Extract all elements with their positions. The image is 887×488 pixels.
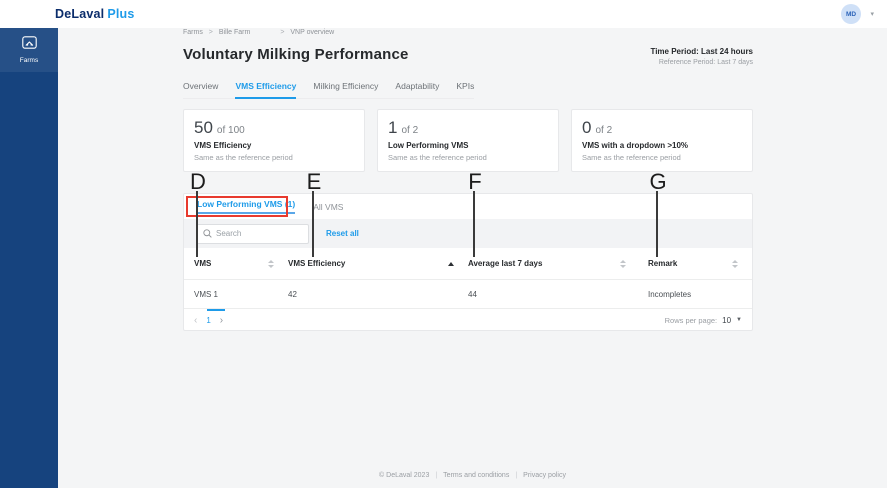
tab-adaptability[interactable]: Adaptability: [395, 81, 440, 91]
table-filter-bar: Reset all: [184, 219, 752, 248]
logo-text-secondary: Plus: [107, 7, 135, 21]
stat-value: 50: [194, 118, 213, 137]
stat-of: of 2: [595, 125, 613, 136]
annotation-line-d: [196, 191, 198, 257]
table-tab-all-vms[interactable]: All VMS: [313, 201, 344, 212]
breadcrumb-vnp-overview[interactable]: VNP overview: [290, 29, 335, 36]
column-header-vms[interactable]: VMS: [194, 259, 288, 268]
stat-value: 0: [582, 118, 592, 137]
period-info: Time Period: Last 24 hours Reference Per…: [553, 47, 753, 66]
column-header-vms-efficiency[interactable]: VMS Efficiency: [288, 259, 468, 268]
footer-divider: |: [515, 472, 518, 479]
page-tabs: Overview VMS Efficiency Milking Efficien…: [183, 81, 475, 99]
rows-per-page: Rows per page: 10 ▼: [665, 316, 742, 325]
page-number-1[interactable]: 1: [206, 315, 211, 325]
privacy-policy-link[interactable]: Privacy policy: [523, 472, 566, 479]
annotation-line-g: [656, 191, 658, 257]
avatar[interactable]: MD: [841, 4, 861, 24]
active-page-indicator: [207, 309, 225, 311]
annotation-letter-d: D: [190, 169, 206, 194]
next-page-button[interactable]: ›: [219, 314, 224, 326]
annotation-letter-f: F: [468, 169, 482, 194]
reset-all-link[interactable]: Reset all: [326, 229, 359, 238]
sort-icon[interactable]: [268, 259, 274, 268]
search-box[interactable]: [196, 223, 309, 244]
sort-ascending-icon[interactable]: [448, 261, 454, 266]
search-input[interactable]: [216, 229, 302, 238]
column-header-remark[interactable]: Remark: [648, 259, 752, 268]
delaval-plus-logo: DeLaval Plus: [55, 7, 135, 21]
stat-label: Low Performing VMS: [388, 141, 469, 150]
stat-subtext: Same as the reference period: [194, 153, 293, 162]
sidebar-item-farms[interactable]: Farms: [0, 28, 58, 72]
page-title: Voluntary Milking Performance: [183, 46, 409, 63]
column-header-average-last-7-days[interactable]: Average last 7 days: [468, 259, 648, 268]
stat-cards: 50 of 100 VMS Efficiency Same as the ref…: [183, 109, 753, 172]
farm-icon: [21, 36, 37, 54]
table-tab-low-performing-vms[interactable]: Low Performing VMS (1): [197, 199, 296, 214]
stat-card-vms-dropdown: 0 of 2 VMS with a dropdown >10% Same as …: [571, 109, 753, 172]
table-header-row: VMS VMS Efficiency Average last 7 days R…: [184, 248, 752, 280]
footer: © DeLaval 2023 | Terms and conditions | Priv…: [58, 472, 887, 479]
tab-overview[interactable]: Overview: [183, 81, 219, 91]
sort-icon[interactable]: [620, 259, 626, 268]
stat-of: of 100: [216, 125, 245, 136]
cell-remark: Incompletes: [648, 289, 692, 299]
reference-period-label: Reference Period: Last 7 days: [658, 59, 753, 66]
tab-kpis[interactable]: KPIs: [456, 81, 475, 91]
top-bar: DeLaval Plus MD ▾: [0, 0, 887, 28]
column-label: VMS: [194, 259, 212, 268]
stat-card-vms-efficiency: 50 of 100 VMS Efficiency Same as the ref…: [183, 109, 365, 172]
annotation-line-e: [312, 191, 314, 257]
stat-label: VMS Efficiency: [194, 141, 252, 150]
chevron-down-icon[interactable]: ▼: [736, 317, 742, 323]
terms-and-conditions-link[interactable]: Terms and conditions: [443, 472, 510, 479]
annotation-letter-g: G: [649, 169, 667, 194]
sort-icon[interactable]: [732, 259, 738, 268]
chevron-down-icon[interactable]: ▾: [870, 11, 874, 18]
copyright-text: © DeLaval 2023: [379, 472, 430, 479]
column-label: VMS Efficiency: [288, 259, 346, 268]
breadcrumb-bille-farm[interactable]: Bille Farm: [218, 29, 251, 36]
vms-table-card: Low Performing VMS (1) All VMS Reset all…: [183, 193, 753, 331]
stat-subtext: Same as the reference period: [582, 153, 681, 162]
search-icon: [203, 225, 212, 243]
previous-page-button[interactable]: ‹: [194, 314, 198, 326]
cell-vms: VMS 1: [194, 289, 219, 299]
tab-vms-efficiency[interactable]: VMS Efficiency: [235, 81, 297, 99]
stat-card-low-performing-vms: 1 of 2 Low Performing VMS Same as the re…: [377, 109, 559, 172]
breadcrumb-separator: >: [208, 29, 213, 36]
stat-label: VMS with a dropdown >10%: [582, 141, 689, 150]
sidebar: Farms: [0, 28, 58, 488]
tab-milking-efficiency[interactable]: Milking Efficiency: [313, 81, 379, 91]
stat-value: 1: [388, 118, 398, 137]
column-label: Average last 7 days: [468, 259, 543, 268]
time-period-label: Time Period: Last 24 hours: [650, 47, 753, 56]
pagination: ‹ 1 › Rows per page: 10 ▼: [184, 309, 752, 331]
stat-of: of 2: [401, 125, 419, 136]
breadcrumb-farms[interactable]: Farms: [183, 29, 203, 36]
rows-per-page-value[interactable]: 10: [722, 315, 732, 325]
annotation-line-f: [473, 191, 475, 257]
sidebar-item-label: Farms: [19, 57, 39, 64]
annotation-letter-e: E: [306, 169, 322, 194]
cell-average: 44: [468, 289, 477, 299]
rows-per-page-label: Rows per page:: [664, 315, 718, 325]
column-label: Remark: [648, 259, 678, 268]
breadcrumb: Farms > Bille Farm > VNP overview: [183, 29, 334, 36]
table-row[interactable]: VMS 1 42 44 Incompletes: [184, 280, 752, 309]
breadcrumb-separator: >: [280, 29, 285, 36]
table-tabs: Low Performing VMS (1) All VMS: [184, 194, 752, 219]
footer-divider: |: [435, 472, 438, 479]
logo-text-primary: DeLaval: [55, 7, 105, 21]
stat-subtext: Same as the reference period: [388, 153, 487, 162]
cell-vms-efficiency: 42: [288, 289, 297, 299]
